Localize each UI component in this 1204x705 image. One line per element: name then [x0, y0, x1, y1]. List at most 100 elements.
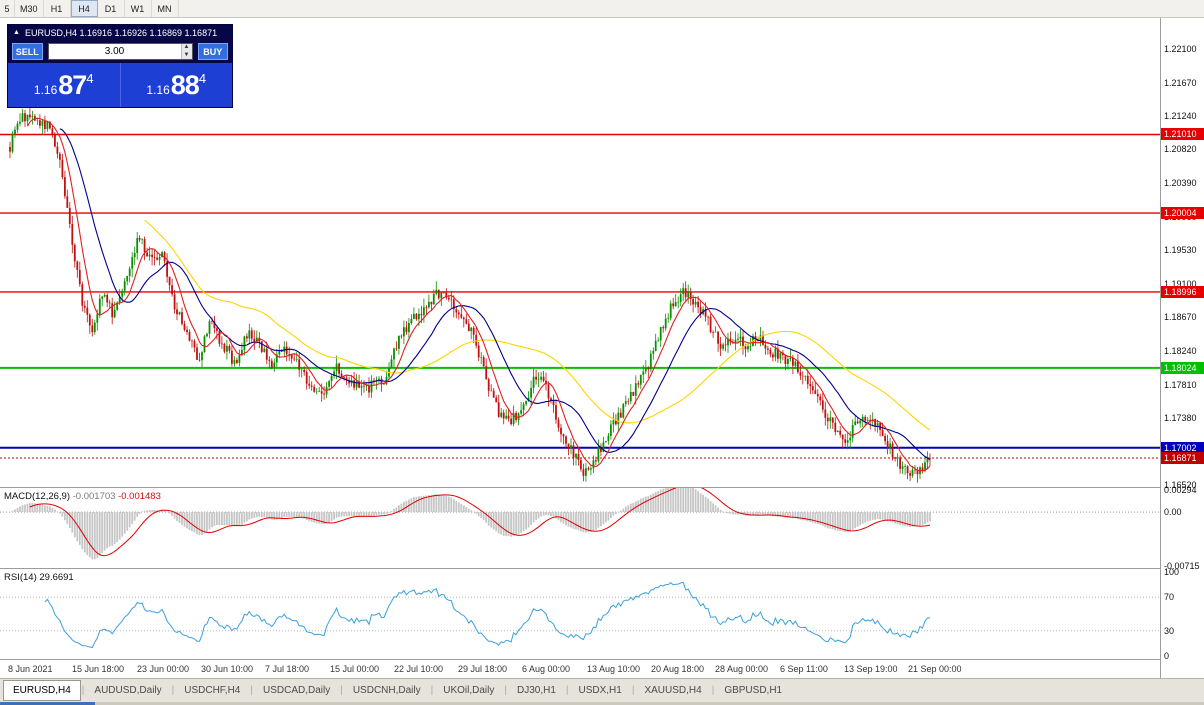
tab-separator: |: [565, 685, 569, 696]
order-controls-row: SELL ▲ ▼ BUY: [8, 40, 232, 63]
volume-decrease-icon[interactable]: ▼: [181, 51, 192, 59]
volume-spinner[interactable]: ▲ ▼: [180, 44, 192, 59]
tab-separator: |: [340, 685, 343, 696]
buy-price-sup: 4: [198, 71, 207, 86]
price-axis-tick: 1.17380: [1164, 413, 1197, 423]
price-level-badge: 1.17002: [1161, 442, 1204, 454]
sell-price-prefix: 1.16: [33, 83, 58, 97]
rsi-axis-label: 30: [1164, 626, 1175, 636]
chart-tab-usdcad[interactable]: USDCAD,Daily: [262, 685, 331, 696]
price-axis-tick: 1.20820: [1164, 144, 1197, 154]
chart-tab-audusd[interactable]: AUDUSD,Daily: [94, 685, 162, 696]
sell-price-big: 87: [58, 69, 87, 100]
timeframe-button-h4[interactable]: H4: [70, 0, 98, 17]
rsi-indicator-label: RSI(14) 29.6691: [4, 572, 74, 583]
price-level-badge: 1.18996: [1161, 286, 1204, 298]
timeframe-button-5[interactable]: 5: [0, 0, 15, 17]
volume-field[interactable]: ▲ ▼: [47, 43, 193, 60]
timeframe-button-w1[interactable]: W1: [125, 0, 152, 17]
one-click-trading-panel: ▲ EURUSD,H4 1.16916 1.16926 1.16869 1.16…: [8, 25, 232, 107]
buy-price-prefix: 1.16: [146, 83, 170, 97]
panel-separator[interactable]: [0, 487, 1204, 488]
price-axis-tick: 1.18670: [1164, 312, 1197, 322]
chart-tabs-bar: EURUSD,H4 | AUDUSD,Daily | USDCHF,H4 | USDCAD,…: [0, 678, 1204, 702]
macd-axis-label: 0.00: [1164, 507, 1182, 517]
rsi-panel-canvas[interactable]: [0, 569, 1160, 659]
price-axis-tick: 1.17810: [1164, 380, 1197, 390]
timeframe-button-h1[interactable]: H1: [44, 0, 71, 17]
price-axis-tick: 1.21670: [1164, 78, 1197, 88]
macd-panel-canvas[interactable]: [0, 488, 1160, 568]
scrollbar-thumb[interactable]: [0, 702, 95, 705]
sell-price-sup: 4: [86, 71, 94, 86]
price-axis-tick: 1.16520: [1164, 480, 1197, 490]
time-axis-label: 15 Jul 00:00: [330, 664, 380, 674]
buy-price-display[interactable]: 1.16 88 4: [121, 63, 233, 107]
price-axis-tick: 1.22100: [1164, 44, 1197, 54]
chart-tab-usdchf[interactable]: USDCHF,H4: [184, 685, 241, 696]
time-axis-label: 13 Aug 10:00: [587, 664, 641, 674]
bid-ask-display: 1.16 87 4 1.16 88 4: [8, 63, 232, 107]
rsi-axis-label: 0: [1164, 651, 1170, 661]
time-axis-label: 15 Jun 18:00: [72, 664, 125, 674]
buy-button[interactable]: BUY: [197, 43, 228, 60]
price-axis[interactable]: 1.221001.216701.212401.208201.203901.199…: [1160, 18, 1204, 678]
timeframe-button-d1[interactable]: D1: [98, 0, 125, 17]
panel-separator[interactable]: [0, 659, 1204, 660]
rsi-axis-label: 70: [1164, 592, 1175, 602]
price-level-badge: 1.16871: [1161, 452, 1204, 464]
time-axis-label: 7 Jul 18:00: [265, 664, 310, 674]
time-axis-label: 13 Sep 19:00: [844, 664, 898, 674]
time-axis-label: 21 Sep 00:00: [908, 664, 962, 674]
time-axis-label: 6 Aug 00:00: [522, 664, 571, 674]
sell-button[interactable]: SELL: [12, 43, 43, 60]
price-level-badge: 1.21010: [1161, 128, 1204, 140]
time-axis-label: 8 Jun 2021: [8, 664, 53, 674]
rsi-axis-label: 100: [1164, 567, 1180, 577]
chart-tab-ukoil[interactable]: UKOil,Daily: [443, 685, 495, 696]
horizontal-scrollbar[interactable]: [0, 702, 1204, 705]
tab-separator: |: [171, 685, 175, 696]
chart-tab-eurusd[interactable]: EURUSD,H4: [3, 680, 81, 701]
panel-separator[interactable]: [0, 568, 1204, 569]
trade-panel-header[interactable]: ▲ EURUSD,H4 1.16916 1.16926 1.16869 1.16…: [8, 25, 232, 40]
sell-price-display[interactable]: 1.16 87 4: [8, 63, 120, 107]
chart-tab-dj30[interactable]: DJ30,H1: [516, 685, 556, 696]
tab-separator: |: [504, 685, 507, 696]
macd-main-value: -0.001703: [72, 491, 116, 502]
time-axis-label: 28 Aug 00:00: [715, 664, 769, 674]
macd-signal-value: -0.001483: [118, 491, 161, 502]
volume-increase-icon[interactable]: ▲: [181, 44, 192, 52]
price-level-badge: 1.20004: [1161, 207, 1204, 219]
chart-tab-xauusd[interactable]: XAUUSD,H4: [644, 685, 702, 696]
chart-tab-usdcnh[interactable]: USDCNH,Daily: [352, 685, 421, 696]
chart-tab-gbpusd[interactable]: GBPUSD,H1: [724, 685, 783, 696]
time-axis[interactable]: 8 Jun 2021 15 Jun 18:00 23 Jun 00:00 30 Jun…: [0, 660, 1160, 678]
price-divider: [119, 63, 121, 107]
tab-separator: |: [81, 685, 85, 696]
timeframe-button-m30[interactable]: M30: [15, 0, 44, 17]
tab-separator: |: [631, 685, 635, 696]
time-axis-label: 20 Aug 18:00: [651, 664, 705, 674]
macd-indicator-label: MACD(12,26,9) -0.001703 -0.001483: [4, 491, 161, 502]
price-axis-tick: 1.21240: [1164, 111, 1197, 121]
tab-separator: |: [430, 685, 434, 696]
volume-input[interactable]: [48, 44, 181, 59]
timeframe-button-mn[interactable]: MN: [152, 0, 179, 17]
time-axis-label: 6 Sep 11:00: [780, 664, 828, 674]
time-axis-label: 30 Jun 10:00: [201, 664, 254, 674]
tab-separator: |: [711, 685, 715, 696]
time-axis-label: 29 Jul 18:00: [458, 664, 508, 674]
price-axis-tick: 1.20390: [1164, 178, 1197, 188]
buy-price-big: 88: [170, 69, 200, 100]
macd-axis-label: -0.00715: [1164, 561, 1200, 571]
time-axis-label: 23 Jun 00:00: [137, 664, 190, 674]
macd-title: MACD(12,26,9): [4, 491, 70, 502]
tab-separator: |: [250, 685, 253, 696]
collapse-arrow-icon[interactable]: ▲: [13, 29, 20, 36]
price-axis-tick: 1.18240: [1164, 346, 1197, 356]
rsi-value: 29.6691: [39, 572, 74, 583]
time-axis-label: 22 Jul 10:00: [394, 664, 444, 674]
chart-tab-usdx[interactable]: USDX,H1: [578, 685, 622, 696]
